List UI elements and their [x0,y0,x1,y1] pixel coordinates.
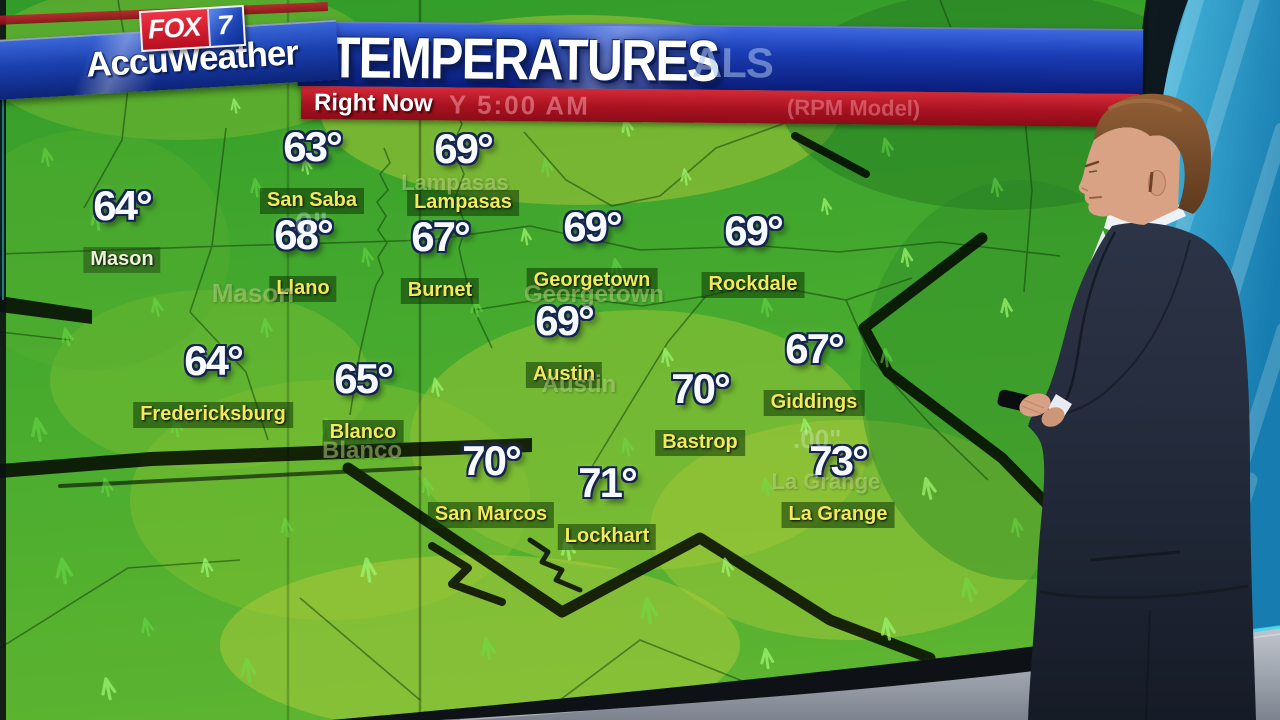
temp-reading: 69° Rockdale [701,207,805,298]
temperature-value: 69° [434,125,494,172]
temperature-value: 65° [334,355,394,402]
ghost-city-label: Blanco [321,437,403,464]
temp-reading: 67° Burnet [400,213,480,304]
city-label: Giddings [763,390,865,416]
presenter-figure [997,93,1256,720]
hair-highlight [1108,98,1182,112]
finger-lines [1021,399,1045,415]
temp-reading: 71° Lockhart [557,459,657,550]
lapel-line [1064,231,1117,401]
ghost-city-label: Georgetown [523,281,665,308]
city-label: Blanco [322,420,404,446]
mouth [1089,196,1102,199]
temperature-value: 70° [671,365,731,412]
boundary-shadows [0,132,1092,664]
ghost-rainfall-value: 0" [295,206,328,242]
nose-line [1081,187,1089,192]
city-label: La Grange [781,502,895,528]
jacket-hem [1039,584,1249,600]
temperature-value: 67° [785,325,845,372]
ghost-city-label: Lampasas [401,170,509,195]
city-label: Burnet [400,278,480,304]
temp-reading: 70° Bastrop [655,368,745,456]
eye [1088,170,1098,173]
ghost-rainfall-value: .00" [793,424,842,454]
suit-jacket [1028,222,1256,720]
temperature-value: 70° [462,437,522,484]
city-label: San Marcos [427,502,555,528]
temperature-value: 64° [93,182,153,229]
temperature-value: 73° [809,437,869,484]
ghost-city-label: Austin [541,371,617,398]
temperature-value: 69° [535,297,595,344]
sideburn [1148,171,1154,193]
city-label: Georgetown [526,268,658,294]
temp-reading: 70° San Marcos [427,437,555,528]
eyebrow [1084,160,1100,168]
city-label: Rockdale [701,272,805,298]
city-label: Bastrop [655,430,745,456]
temp-reading: 69° Austin [525,297,603,388]
city-label: Lampasas [407,190,519,216]
temp-reading: 67° Giddings [763,325,865,416]
temp-reading: 65° Blanco [322,355,404,446]
ghost-city-label: Mason [211,278,295,308]
temperature-value: 68° [274,211,334,258]
temp-reading: 69° Lampasas [407,128,519,216]
ghost-city-label: La Grange [771,469,881,494]
city-label: Llano [269,276,337,302]
temp-reading: 64° Fredericksburg [133,340,293,428]
temperature-value: 63° [283,123,343,170]
temp-reading: 68° Llano [269,211,337,302]
trouser-crease [1145,609,1151,720]
hand [1041,407,1065,427]
videowall-bottom-edge [330,610,1172,720]
shirt-cuff [1048,394,1072,420]
videowall-left-edge [0,0,6,720]
temperature-value: 69° [724,207,784,254]
city-label: Austin [525,362,603,388]
temperature-value: 67° [411,213,471,260]
hair [1094,93,1211,214]
temp-reading: 63° San Saba [259,123,365,214]
temperature-value: 71° [578,459,638,506]
temp-reading: 73° La Grange [781,437,895,528]
temp-reading: 69° Georgetown [526,203,658,294]
city-label: Fredericksburg [133,402,293,428]
temp-reading: 64° Mason [83,182,161,273]
city-label: Mason [83,247,161,273]
face [1078,127,1180,225]
pocket-line [1089,550,1181,562]
city-label: Lockhart [557,524,657,550]
temperature-value: 64° [184,337,244,384]
temperature-value: 69° [563,203,623,250]
city-label: San Saba [259,188,365,214]
